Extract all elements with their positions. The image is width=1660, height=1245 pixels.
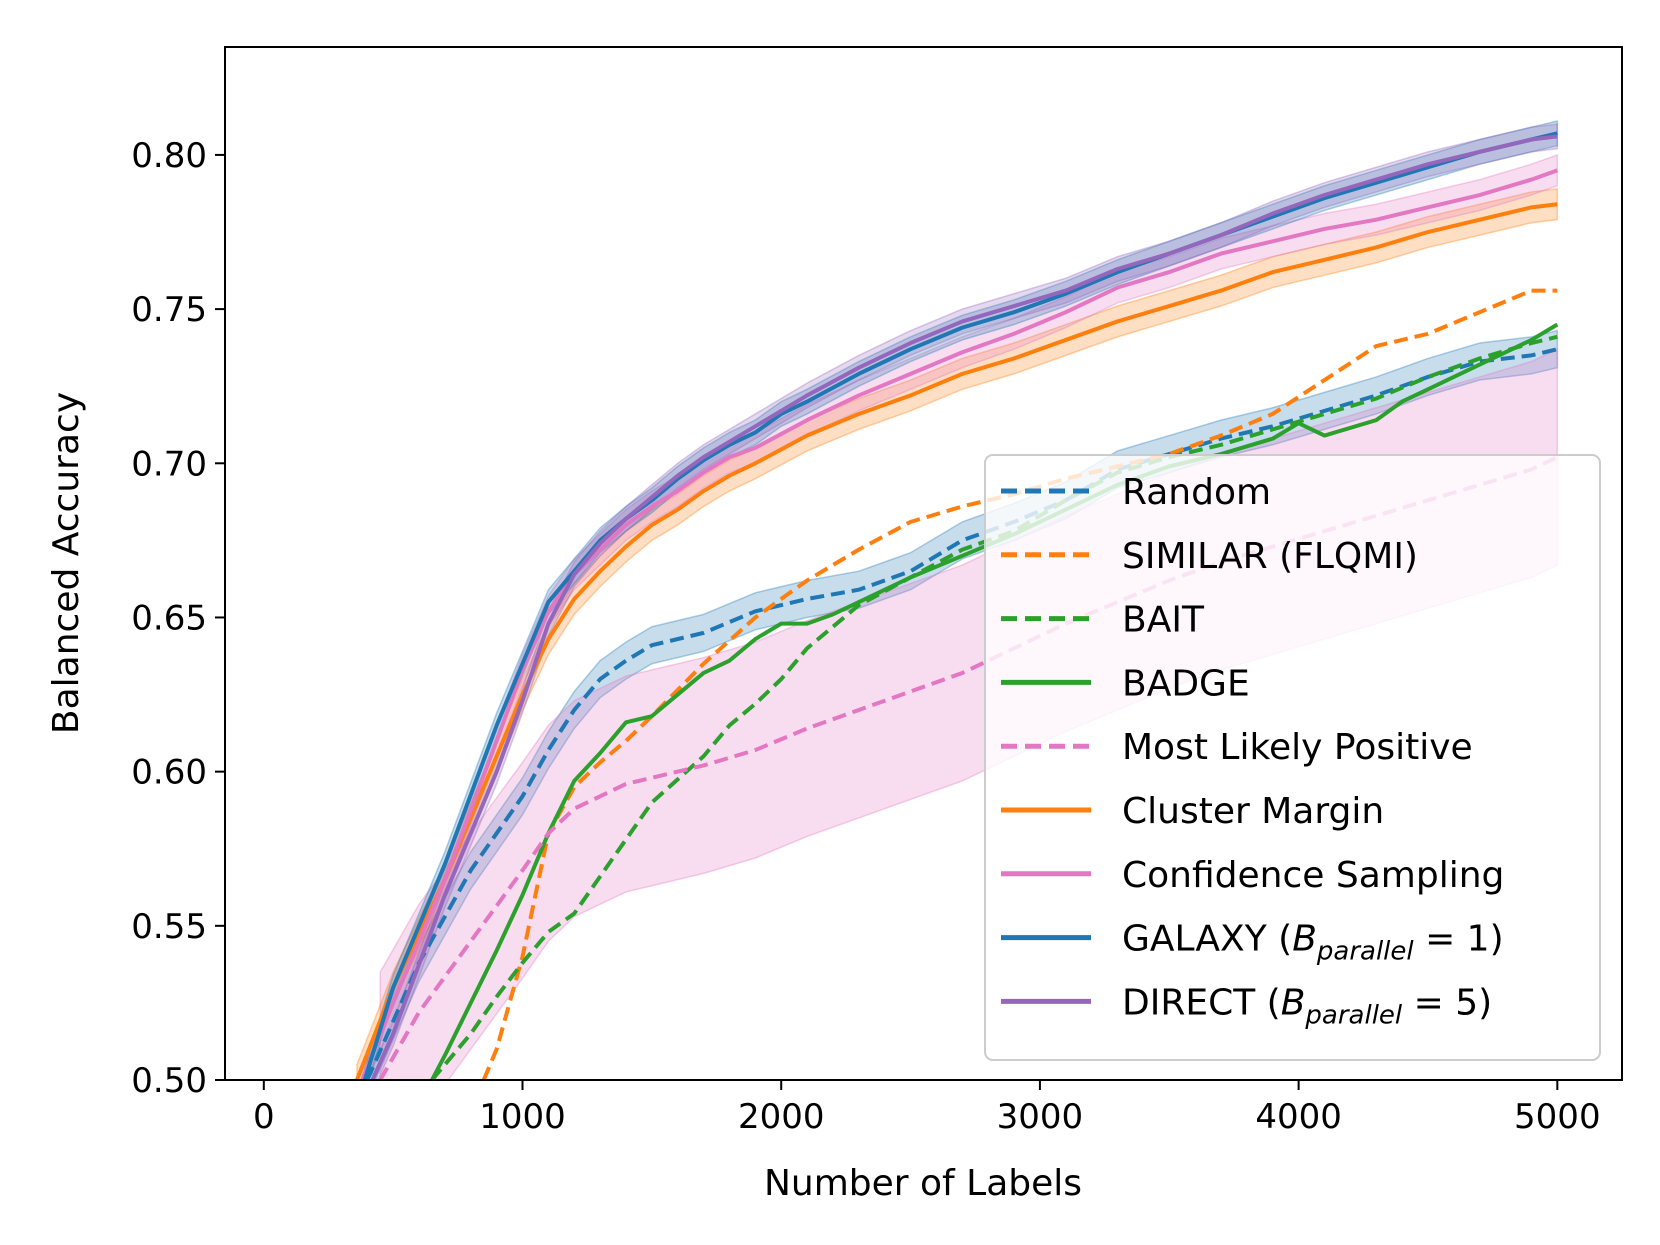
axes: 0 1000 2000 3000 4000 5000 0.50 0.55 0.60 0.65 0.7… xyxy=(131,136,1600,1137)
legend-label-galaxy: GALAXY (Bparallel = 1) xyxy=(1122,919,1504,967)
cluster-margin-band xyxy=(356,188,1559,1080)
legend-label-prefix: DIRECT ( xyxy=(1122,982,1281,1023)
y-tick-label: 0.70 xyxy=(131,444,207,484)
y-tick-label: 0.55 xyxy=(131,907,207,947)
series-lines xyxy=(355,131,1559,1080)
random-band xyxy=(366,329,1559,1080)
y-tick-label: 0.80 xyxy=(131,136,207,176)
legend-label-symbol: B xyxy=(1292,919,1317,960)
y-axis-label: Balanced Accuracy xyxy=(46,392,87,734)
legend-label-similar-flqmi: SIMILAR (FLQMI) xyxy=(1122,536,1418,577)
y-tick-label: 0.50 xyxy=(131,1061,207,1101)
legend-label-random: Random xyxy=(1122,472,1271,513)
badge-line xyxy=(430,322,1559,1080)
x-tick-label: 4000 xyxy=(1255,1097,1342,1137)
x-axis-label: Number of Labels xyxy=(764,1163,1082,1204)
legend-box xyxy=(984,454,1601,1061)
x-tick-label: 1000 xyxy=(479,1097,566,1137)
galaxy-line xyxy=(362,131,1558,1080)
confidence-sampling-line xyxy=(360,168,1558,1080)
legend-label-subscript: parallel xyxy=(1304,1000,1403,1030)
legend: Random SIMILAR (FLQMI) BAIT BADGE Most Likel… xyxy=(984,454,1601,1061)
legend-label-cluster-margin: Cluster Margin xyxy=(1122,791,1384,832)
x-tick-label: 5000 xyxy=(1514,1097,1601,1137)
legend-label-subscript: parallel xyxy=(1316,937,1415,967)
legend-label-most-likely-positive: Most Likely Positive xyxy=(1122,727,1473,768)
legend-label-badge: BADGE xyxy=(1122,663,1250,704)
legend-label-confidence-sampling: Confidence Sampling xyxy=(1122,855,1504,896)
x-tick-label: 0 xyxy=(253,1097,275,1137)
galaxy-band xyxy=(363,120,1559,1080)
direct-line xyxy=(370,134,1558,1080)
legend-label-suffix: = 5) xyxy=(1402,982,1492,1023)
y-tick-label: 0.75 xyxy=(131,290,207,330)
x-tick-label: 2000 xyxy=(738,1097,825,1137)
legend-label-prefix: GALAXY ( xyxy=(1122,919,1292,960)
legend-label-symbol: B xyxy=(1281,982,1306,1023)
y-tick-label: 0.60 xyxy=(131,753,207,793)
legend-label-direct: DIRECT (Bparallel = 5) xyxy=(1122,982,1492,1030)
legend-label-suffix: = 1) xyxy=(1414,919,1504,960)
cluster-margin-line xyxy=(355,202,1558,1080)
similar-flqmi-line xyxy=(481,288,1558,1080)
x-tick-label: 3000 xyxy=(997,1097,1084,1137)
plot-frame xyxy=(224,46,1623,1081)
bait-line xyxy=(430,334,1558,1080)
y-tick-label: 0.65 xyxy=(131,598,207,638)
legend-label-bait: BAIT xyxy=(1122,600,1205,641)
